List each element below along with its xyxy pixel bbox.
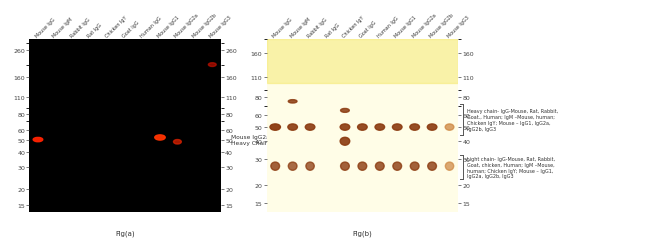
Ellipse shape — [393, 124, 402, 131]
Ellipse shape — [33, 138, 43, 142]
Ellipse shape — [340, 138, 350, 146]
Ellipse shape — [410, 124, 419, 131]
Ellipse shape — [209, 64, 216, 67]
Ellipse shape — [341, 109, 349, 113]
Text: Heavy chain- IgG-Mouse, Rat, Rabbit,
Goat., Human; IgM –Mouse, human;
Chicken Ig: Heavy chain- IgG-Mouse, Rat, Rabbit, Goa… — [467, 109, 558, 131]
Bar — [266, 40, 458, 84]
Ellipse shape — [289, 162, 297, 170]
Ellipse shape — [306, 162, 314, 170]
Ellipse shape — [306, 124, 315, 131]
Ellipse shape — [270, 124, 280, 131]
Text: Fig(a): Fig(a) — [115, 230, 135, 236]
Text: Light chain- IgG-Mouse, Rat, Rabbit,
Goat, chicken, Human; IgM –Mouse,
human; Ch: Light chain- IgG-Mouse, Rat, Rabbit, Goa… — [467, 156, 554, 179]
Ellipse shape — [271, 162, 280, 170]
Ellipse shape — [288, 124, 298, 131]
Ellipse shape — [289, 100, 297, 103]
Ellipse shape — [375, 124, 385, 131]
Ellipse shape — [410, 162, 419, 170]
Ellipse shape — [445, 124, 454, 131]
Ellipse shape — [155, 135, 165, 140]
Ellipse shape — [393, 162, 402, 170]
Ellipse shape — [358, 162, 367, 170]
Ellipse shape — [358, 124, 367, 131]
Text: Mouse IgG2a
Heavy Chain: Mouse IgG2a Heavy Chain — [231, 134, 269, 145]
Ellipse shape — [427, 124, 437, 131]
Ellipse shape — [341, 162, 349, 170]
Ellipse shape — [428, 162, 436, 170]
Ellipse shape — [445, 162, 454, 170]
Text: Fig(b): Fig(b) — [352, 230, 372, 236]
Ellipse shape — [376, 162, 384, 170]
Ellipse shape — [340, 124, 350, 131]
Ellipse shape — [174, 140, 181, 144]
